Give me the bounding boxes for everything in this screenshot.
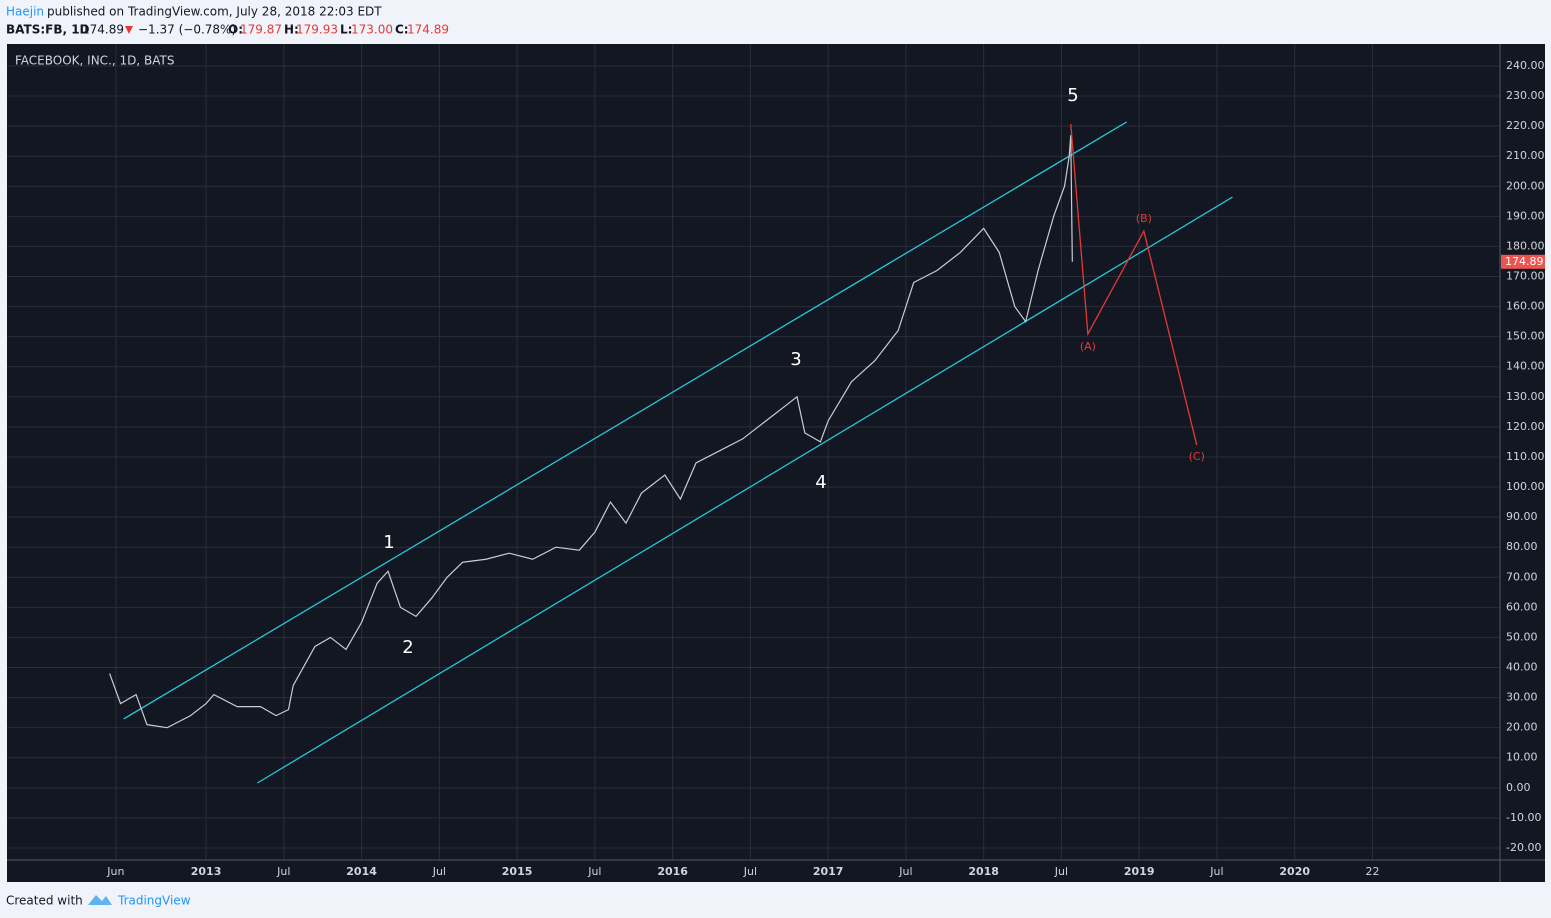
- last: 174.89: [82, 23, 124, 37]
- y-tick-label: 140.00: [1506, 360, 1545, 373]
- x-tick-label: Jun: [106, 865, 124, 878]
- y-tick-label: 50.00: [1506, 630, 1538, 643]
- open-label: O:: [228, 23, 243, 37]
- author[interactable]: Haejin: [6, 5, 44, 19]
- x-tick-label: Jul: [1054, 865, 1068, 878]
- low-label: L:: [340, 23, 352, 37]
- x-tick-label: 2014: [346, 865, 377, 878]
- close: 174.89: [407, 23, 449, 37]
- y-tick-label: 180.00: [1506, 239, 1545, 252]
- y-tick-label: 220.00: [1506, 119, 1545, 132]
- y-tick-label: 120.00: [1506, 420, 1545, 433]
- y-tick-label: 80.00: [1506, 540, 1538, 553]
- high: 179.93: [296, 23, 338, 37]
- price-line: [109, 135, 1073, 729]
- y-tick-label: 30.00: [1506, 691, 1538, 704]
- x-tick-label: Jul: [743, 865, 757, 878]
- chart-title: FACEBOOK, INC., 1D, BATS: [15, 54, 174, 68]
- y-tick-label: 100.00: [1506, 480, 1545, 493]
- y-tick-label: 230.00: [1506, 89, 1545, 102]
- low: 173.00: [351, 23, 393, 37]
- y-tick-label: 210.00: [1506, 149, 1545, 162]
- open: 179.87: [240, 23, 282, 37]
- y-tick-label: 40.00: [1506, 661, 1538, 674]
- x-tick-label: Jul: [587, 865, 601, 878]
- y-tick-label: 110.00: [1506, 450, 1545, 463]
- y-tick-label: 20.00: [1506, 721, 1538, 734]
- wave-label: 4: [815, 472, 826, 493]
- y-tick-label: 0.00: [1506, 781, 1531, 794]
- y-tick-label: 150.00: [1506, 330, 1545, 343]
- last-price-label: 174.89: [1505, 255, 1544, 268]
- logo: [88, 895, 112, 905]
- y-tick-label: 90.00: [1506, 510, 1538, 523]
- y-tick-label: 200.00: [1506, 179, 1545, 192]
- brand[interactable]: TradingView: [117, 894, 191, 908]
- y-tick-label: 240.00: [1506, 59, 1545, 72]
- last-price-tag: [1501, 254, 1545, 269]
- x-tick-label: 2019: [1124, 865, 1155, 878]
- y-tick-label: 190.00: [1506, 209, 1545, 222]
- x-tick-label: 2015: [502, 865, 533, 878]
- wave-label: 1: [383, 532, 394, 553]
- wave-label: 3: [790, 349, 801, 370]
- published: published on TradingView.com, July 28, 2…: [47, 5, 382, 19]
- x-tick-label: Jul: [1209, 865, 1223, 878]
- y-tick-label: 170.00: [1506, 269, 1545, 282]
- y-tick-label: 160.00: [1506, 300, 1545, 313]
- y-tick-label: 60.00: [1506, 600, 1538, 613]
- y-tick-label: 70.00: [1506, 570, 1538, 583]
- close-label: C:: [395, 23, 409, 37]
- wave-label: 5: [1067, 85, 1078, 106]
- grid: [7, 44, 1500, 860]
- x-tick-label: 2013: [191, 865, 222, 878]
- high-label: H:: [284, 23, 299, 37]
- down-arrow: [125, 26, 133, 34]
- plot-background: [7, 44, 1545, 882]
- x-tick-label: Jul: [898, 865, 912, 878]
- x-tick-label: Jul: [276, 865, 290, 878]
- change: −1.37 (−0.78%): [138, 23, 236, 37]
- x-tick-label: 2018: [968, 865, 999, 878]
- x-tick-label: 2016: [657, 865, 688, 878]
- projection-line: [1070, 123, 1198, 446]
- x-tick-label: 2020: [1279, 865, 1310, 878]
- created-with: Created with: [6, 894, 83, 908]
- channel-line: [123, 121, 1128, 720]
- x-tick-label: Jul: [432, 865, 446, 878]
- symbol: BATS:FB, 1D: [6, 23, 90, 37]
- channel-line: [257, 196, 1233, 784]
- projection-label: (C): [1189, 450, 1205, 463]
- wave-label: 2: [402, 637, 413, 658]
- y-tick-label: -20.00: [1506, 841, 1541, 854]
- projection-label: (B): [1136, 212, 1152, 225]
- projection-label: (A): [1080, 340, 1096, 353]
- x-tick-label: 2017: [813, 865, 844, 878]
- y-tick-label: 130.00: [1506, 390, 1545, 403]
- x-tick-label: 22: [1365, 865, 1379, 878]
- y-tick-label: 10.00: [1506, 751, 1538, 764]
- y-tick-label: -10.00: [1506, 811, 1541, 824]
